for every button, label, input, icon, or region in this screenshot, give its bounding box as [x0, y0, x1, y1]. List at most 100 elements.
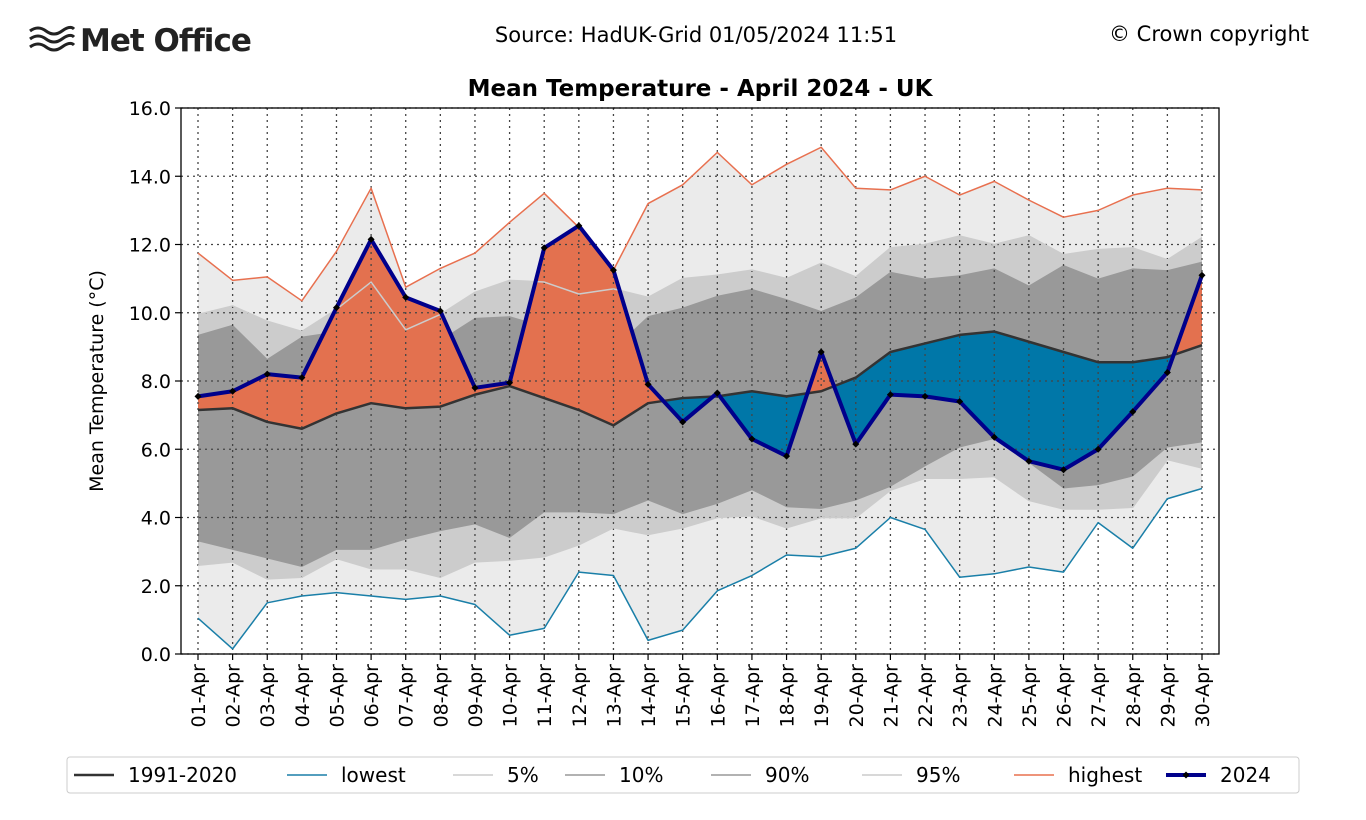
copyright-text: © Crown copyright: [1109, 22, 1309, 46]
y-tick-label: 14.0: [129, 166, 171, 188]
data-point-2024: [817, 348, 825, 356]
x-tick-label: 05-Apr: [326, 664, 348, 728]
y-tick-label: 16.0: [129, 98, 171, 120]
legend-marker: [1182, 771, 1190, 779]
data-point-2024: [1060, 466, 1068, 474]
data-point-2024: [436, 307, 444, 315]
x-tick-label: 30-Apr: [1192, 664, 1214, 728]
data-point-2024: [921, 392, 929, 400]
data-point-2024: [609, 266, 617, 274]
legend-label: 5%: [507, 763, 539, 787]
data-point-2024: [1025, 457, 1033, 465]
x-tick-label: 22-Apr: [915, 664, 937, 728]
y-tick-label: 4.0: [141, 508, 171, 530]
data-point-2024: [506, 379, 514, 387]
x-tick-label: 13-Apr: [603, 664, 625, 728]
waves-icon: [29, 25, 76, 52]
x-tick-label: 01-Apr: [188, 664, 210, 728]
y-axis: 0.0 2.0 4.0 6.0 8.0 10.0 12.0 14.0 16.0: [129, 98, 181, 666]
y-tick-label: 10.0: [129, 303, 171, 325]
data-point-2024: [1094, 445, 1102, 453]
x-tick-label: 28-Apr: [1123, 664, 1145, 728]
x-tick-label: 27-Apr: [1088, 664, 1110, 728]
data-point-2024: [644, 380, 652, 388]
x-tick-label: 15-Apr: [673, 664, 695, 728]
x-tick-label: 14-Apr: [638, 664, 660, 728]
x-tick-label: 25-Apr: [1019, 664, 1041, 728]
data-point-2024: [1198, 271, 1206, 279]
data-point-2024: [332, 304, 340, 312]
data-point-2024: [298, 374, 306, 382]
legend-label: 1991-2020: [128, 763, 237, 787]
legend-item-p10: 10%: [565, 763, 663, 787]
series-line-lowest: [197, 487, 1203, 650]
y-tick-label: 0.0: [141, 644, 171, 666]
data-point-2024: [990, 433, 998, 441]
x-tick-label: 04-Apr: [292, 664, 314, 728]
x-tick-label: 18-Apr: [777, 664, 799, 728]
data-point-2024: [852, 440, 860, 448]
legend-label: highest: [1068, 763, 1142, 787]
series-line-p5: [197, 458, 1203, 580]
data-point-2024: [471, 384, 479, 392]
x-tick-label: 16-Apr: [707, 664, 729, 728]
legend-item-p90: 90%: [711, 763, 809, 787]
data-point-2024: [540, 244, 548, 252]
data-point-2024: [367, 235, 375, 243]
x-tick-label: 02-Apr: [223, 664, 245, 728]
x-tick-label: 20-Apr: [846, 664, 868, 728]
legend-item-p5: 5%: [453, 763, 539, 787]
plot-frame: [180, 107, 1220, 655]
x-tick-label: 12-Apr: [569, 664, 591, 728]
legend-item-p95: 95%: [862, 763, 960, 787]
legend-label: 10%: [619, 763, 663, 787]
legend-label: 95%: [916, 763, 960, 787]
data-point-2024: [1163, 368, 1171, 376]
legend-label: 2024: [1220, 763, 1271, 787]
legend: 1991-2020 lowest 5% 10% 90% 95% highest 2024: [66, 756, 1300, 794]
series-line-y2024: [197, 223, 1204, 472]
legend-item-mean: 1991-2020: [74, 763, 237, 787]
data-point-2024: [1129, 408, 1137, 416]
y-tick-label: 6.0: [141, 439, 171, 461]
data-point-2024: [679, 418, 687, 426]
x-tick-label: 09-Apr: [465, 664, 487, 728]
met-office-logo: Met Office: [29, 23, 252, 59]
y-tick-label: 12.0: [129, 235, 171, 257]
legend-item-highest: highest: [1014, 763, 1142, 787]
legend-label: lowest: [341, 763, 406, 787]
logo-text: Met Office: [80, 23, 251, 59]
plot-area: [181, 107, 1219, 655]
x-tick-label: 29-Apr: [1157, 664, 1179, 728]
x-tick-label: 19-Apr: [811, 664, 833, 728]
data-point-2024: [886, 391, 894, 399]
x-tick-label: 23-Apr: [950, 664, 972, 728]
series-line-mean: [197, 330, 1203, 431]
x-tick-label: 08-Apr: [430, 664, 452, 728]
data-point-2024: [194, 392, 202, 400]
series-line-p95: [197, 235, 1203, 333]
legend-label: 90%: [765, 763, 809, 787]
data-point-2024: [956, 397, 964, 405]
x-tick-label: 11-Apr: [534, 664, 556, 728]
legend-item-y2024: 2024: [1166, 763, 1271, 787]
series-line-highest: [197, 146, 1203, 302]
legend-item-lowest: lowest: [287, 763, 406, 787]
x-tick-label: 07-Apr: [396, 664, 418, 728]
legend-box: [66, 756, 1300, 794]
chart-title: Mean Temperature - April 2024 - UK: [468, 76, 934, 102]
data-point-2024: [229, 387, 237, 395]
source-text: Source: HadUK-Grid 01/05/2024 11:51: [495, 23, 897, 47]
x-tick-label: 10-Apr: [500, 664, 522, 728]
data-point-2024: [748, 435, 756, 443]
y-tick-label: 8.0: [141, 371, 171, 393]
data-point-2024: [263, 370, 271, 378]
x-tick-label: 06-Apr: [361, 664, 383, 728]
x-tick-label: 21-Apr: [880, 664, 902, 728]
x-tick-label: 24-Apr: [984, 664, 1006, 728]
data-point-2024: [402, 293, 410, 301]
data-point-2024: [713, 389, 721, 397]
data-point-2024: [575, 222, 583, 230]
